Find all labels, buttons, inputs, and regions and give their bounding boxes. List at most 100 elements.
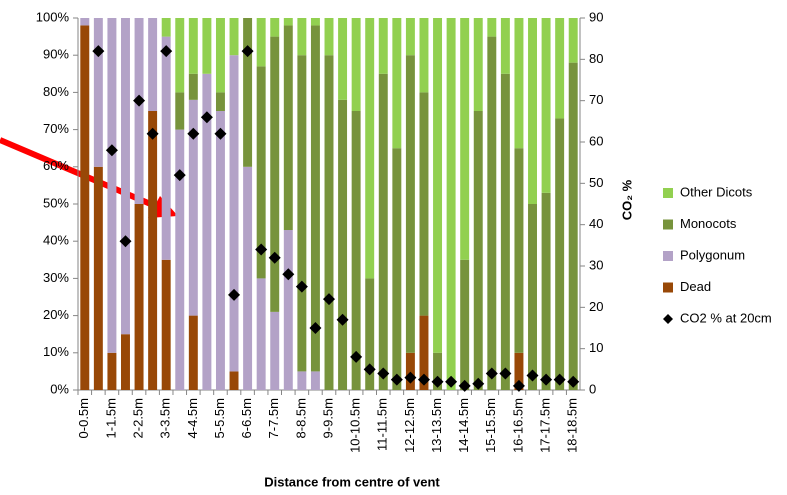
bar-segment [351, 18, 361, 111]
bar-segment [148, 18, 158, 111]
scatter-point [255, 243, 268, 256]
y2-tick-label: 0 [589, 381, 596, 396]
bar-segment [541, 18, 551, 193]
bar-segment [107, 18, 117, 353]
x-tick-label: 15-15.5m [483, 398, 498, 453]
scatter-point [133, 94, 146, 107]
bar-segment [324, 55, 334, 390]
y2-tick-label: 90 [589, 9, 603, 24]
scatter-point [567, 375, 580, 388]
scatter-point [160, 45, 173, 58]
x-tick-label: 6-6.5m [239, 398, 254, 438]
bar-segment [256, 66, 266, 279]
scatter-point [295, 280, 308, 293]
y2-tick-label: 80 [589, 51, 603, 66]
x-tick-label: 7-7.5m [266, 398, 281, 438]
bar-segment [310, 371, 320, 390]
y-tick-label: 30% [43, 270, 69, 285]
bar-segment [80, 25, 90, 390]
bar-segment [107, 352, 117, 390]
scatter-point [200, 111, 213, 124]
bar-segment [528, 204, 537, 390]
scatter-point [173, 169, 186, 182]
bar-segment [188, 99, 198, 316]
bar-segment [148, 111, 158, 390]
bar-segment [365, 278, 375, 390]
legend-label: Polygonum [680, 247, 745, 262]
scatter-point [417, 373, 430, 386]
scatter-point [268, 251, 281, 264]
bar-segment [270, 36, 280, 312]
scatter-point [350, 350, 363, 363]
y-tick-label: 90% [43, 47, 69, 62]
bar-segment [93, 166, 103, 390]
scatter-point [431, 375, 444, 388]
bar-segment [229, 18, 239, 56]
bar-segment [405, 55, 415, 353]
bar-segment [175, 92, 185, 130]
y2-tick-label: 10 [589, 340, 603, 355]
scatter-point [377, 367, 390, 380]
x-tick-label: 18-18.5m [565, 398, 580, 453]
y-tick-label: 60% [43, 158, 69, 173]
y-tick-label: 10% [43, 344, 69, 359]
x-tick-label: 13-13.5m [429, 398, 444, 453]
bar-segment [215, 111, 225, 390]
legend-swatch [663, 282, 673, 293]
bar-segment [121, 334, 130, 390]
scatter-point [336, 313, 349, 326]
y-tick-label: 40% [43, 233, 69, 248]
scatter-point [363, 363, 376, 376]
legend-label: Dead [680, 279, 711, 294]
bar-segment [473, 18, 483, 111]
y-tick-label: 20% [43, 307, 69, 322]
y2-tick-label: 20 [589, 299, 603, 314]
bar-segment [487, 18, 497, 37]
scatter-point [445, 375, 458, 388]
bar-segment [338, 99, 348, 390]
bar-segment [541, 192, 551, 390]
x-tick-label: 4-4.5m [185, 398, 200, 438]
bar-segment [568, 18, 578, 63]
legend-label: Monocots [680, 216, 737, 231]
bar-segment [202, 18, 212, 74]
bar-segment [229, 55, 239, 372]
x-tick-label: 12-12.5m [402, 398, 417, 453]
bar-segment [405, 352, 415, 390]
bar-segment [568, 62, 578, 390]
y-tick-label: 70% [43, 121, 69, 136]
bar-segment [243, 18, 253, 167]
bar-segment [514, 148, 524, 353]
x-tick-label: 10-10.5m [348, 398, 363, 453]
bar-segment [392, 18, 402, 149]
bar-segment [229, 371, 239, 390]
x-axis-label: Distance from centre of vent [264, 474, 440, 489]
bar-segment [134, 18, 144, 204]
bar-segment [215, 18, 225, 93]
bar-segment [121, 18, 130, 335]
bar-segment [297, 371, 307, 390]
y-tick-label: 100% [36, 9, 70, 24]
bar-segment [528, 18, 537, 204]
bar-segment [297, 18, 307, 56]
bar-segment [514, 352, 524, 390]
scatter-point [458, 379, 471, 392]
bar-segment [188, 18, 198, 74]
scatter-point [485, 367, 498, 380]
y2-tick-label: 60 [589, 133, 603, 148]
y2-axis-label: CO₂ % [619, 179, 634, 220]
x-tick-label: 5-5.5m [212, 398, 227, 438]
bar-segment [351, 111, 361, 390]
bar-segment [175, 129, 185, 390]
bar-segment [80, 18, 90, 26]
y2-tick-label: 50 [589, 175, 603, 190]
scatter-point [526, 369, 539, 382]
bar-segment [433, 18, 443, 353]
bar-segment [500, 18, 510, 74]
bar-segment [134, 204, 144, 390]
bar-segment [310, 18, 320, 26]
legend-label: Other Dicots [680, 184, 753, 199]
legend-swatch [663, 251, 673, 261]
y2-tick-label: 40 [589, 216, 603, 231]
